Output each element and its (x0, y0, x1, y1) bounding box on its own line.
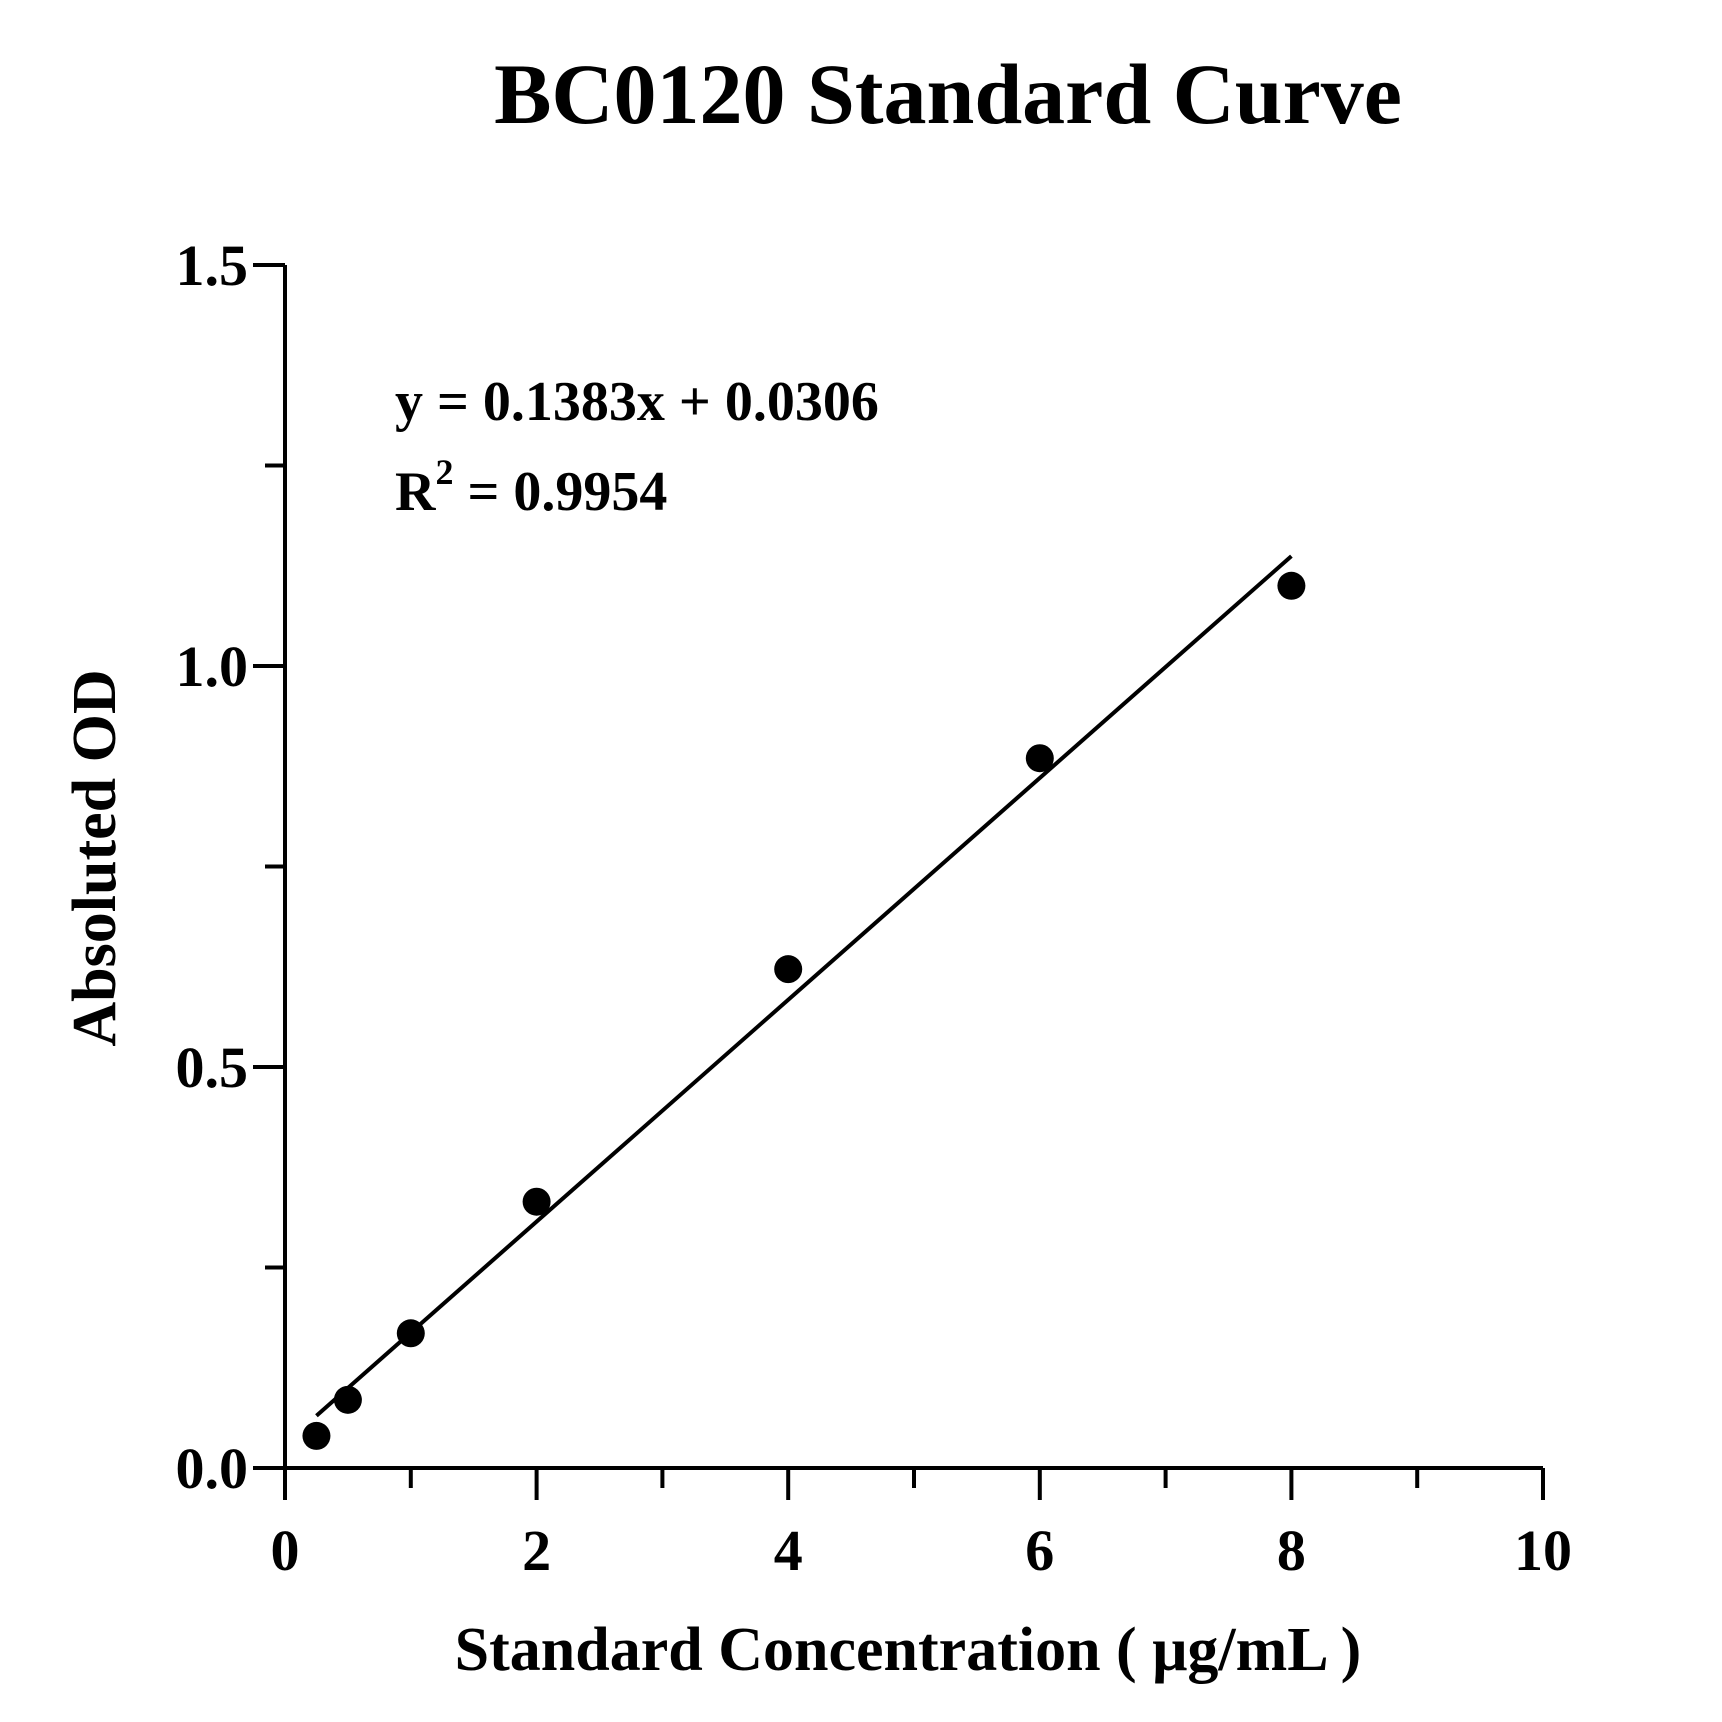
axes: 0.0 0.5 1.0 1.5 0 2 4 6 8 10 (176, 233, 1573, 1583)
x-tick-label: 6 (1025, 1518, 1054, 1583)
data-point (522, 1187, 551, 1216)
y-tick-label: 0.5 (176, 1035, 249, 1100)
data-point (333, 1385, 362, 1414)
x-tick-label: 10 (1514, 1518, 1572, 1583)
data-point (1025, 744, 1054, 773)
x-axis-label: Standard Concentration ( μg/mL ) (455, 1616, 1362, 1684)
data-points (302, 571, 1306, 1450)
y-tick-label: 1.0 (176, 634, 249, 699)
chart-title: BC0120 Standard Curve (494, 46, 1402, 142)
data-point (396, 1319, 425, 1348)
data-point (774, 955, 803, 984)
y-axis-label: Absoluted OD (61, 669, 129, 1046)
fit-equation: y = 0.1383x + 0.0306 (395, 371, 879, 433)
r-squared-prefix: R (395, 461, 436, 523)
r-squared: R2 = 0.9954 (395, 452, 667, 523)
y-tick-label: 0.0 (176, 1436, 249, 1501)
fit-line (315, 554, 1293, 1418)
x-tick-label: 2 (522, 1518, 551, 1583)
x-tick-label: 8 (1277, 1518, 1306, 1583)
data-point (1277, 571, 1306, 600)
x-tick-label: 4 (774, 1518, 803, 1583)
r-squared-superscript: 2 (435, 452, 453, 492)
fit-line-group (315, 554, 1293, 1418)
data-point (302, 1421, 331, 1450)
y-tick-label: 1.5 (176, 233, 249, 298)
r-squared-value: = 0.9954 (453, 461, 667, 523)
x-tick-label: 0 (271, 1518, 300, 1583)
equation-annotation: y = 0.1383x + 0.0306 R2 = 0.9954 (395, 371, 879, 523)
